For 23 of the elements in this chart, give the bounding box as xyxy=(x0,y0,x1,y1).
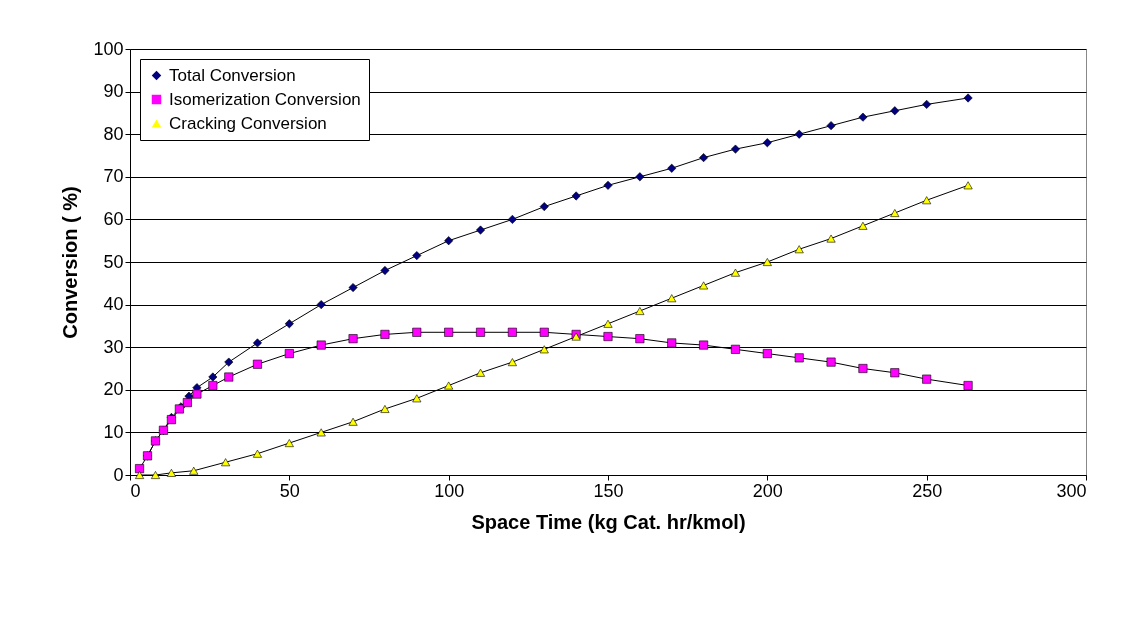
legend-label: Cracking Conversion xyxy=(169,113,327,133)
y-tick-label: 70 xyxy=(103,166,124,187)
y-tick-label: 60 xyxy=(103,208,124,229)
x-tick-label: 250 xyxy=(912,480,943,501)
legend-label: Isomerization Conversion xyxy=(169,89,361,109)
x-tick-label: 100 xyxy=(434,480,465,501)
y-tick-label: 50 xyxy=(103,251,124,272)
y-axis-title: Conversion ( %) xyxy=(59,186,82,339)
x-tick-label: 300 xyxy=(1056,480,1087,501)
y-tick-label: 90 xyxy=(103,81,124,102)
x-tick-label: 200 xyxy=(752,480,783,501)
y-tick-label: 0 xyxy=(113,464,124,485)
y-tick-label: 20 xyxy=(103,379,124,400)
x-axis-title: Space Time (kg Cat. hr/kmol) xyxy=(471,510,746,533)
y-tick-label: 80 xyxy=(103,123,124,144)
y-tick-label: 10 xyxy=(103,421,124,442)
y-tick-label: 30 xyxy=(103,336,124,357)
x-tick-label: 50 xyxy=(279,480,300,501)
y-tick-label: 100 xyxy=(93,38,124,59)
legend-label: Total Conversion xyxy=(169,65,296,85)
x-tick-label: 150 xyxy=(593,480,624,501)
x-tick-label: 0 xyxy=(130,480,141,501)
y-tick-label: 40 xyxy=(103,294,124,315)
